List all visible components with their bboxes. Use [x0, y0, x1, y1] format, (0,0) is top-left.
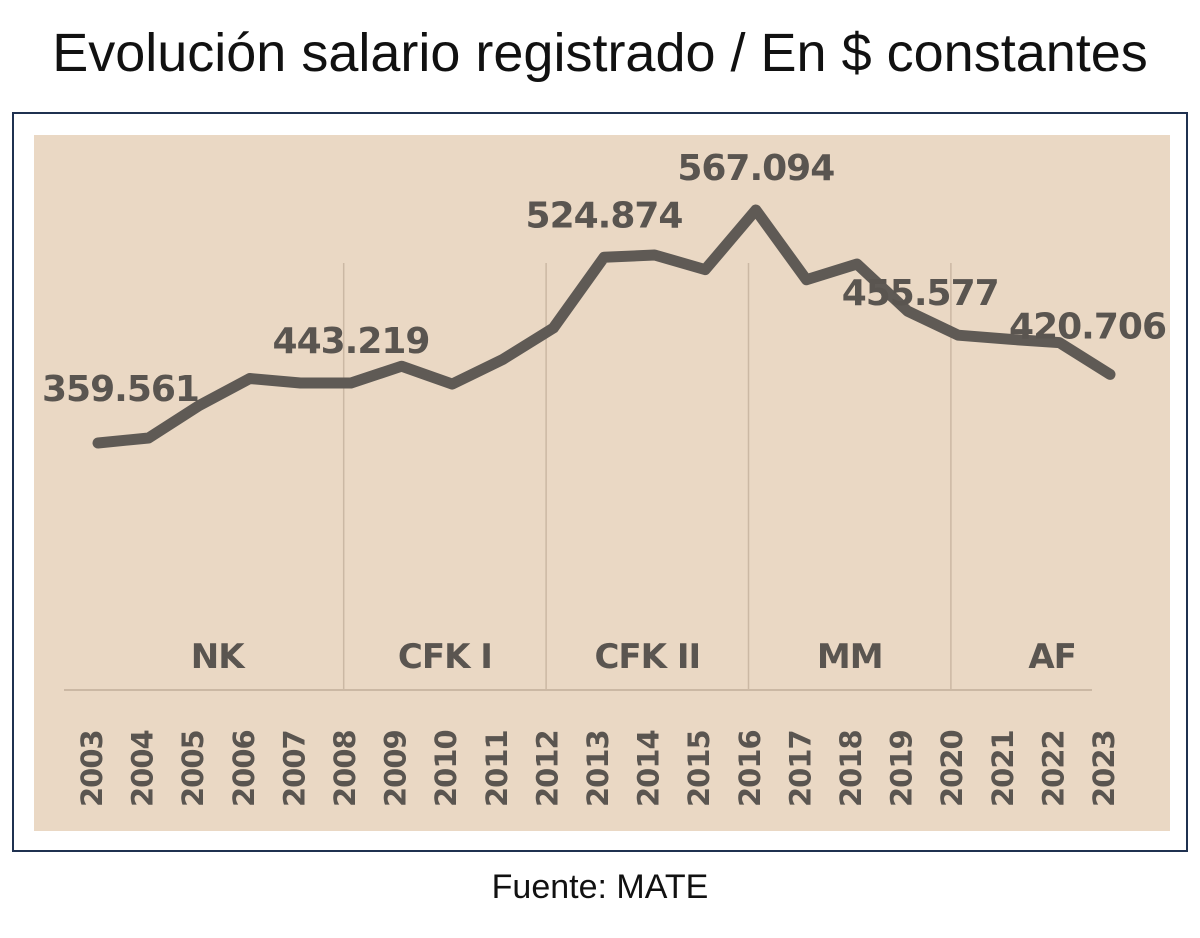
data-label: 455.577	[842, 273, 999, 314]
x-tick-label: 2023	[1087, 730, 1121, 807]
x-tick-label: 2007	[277, 730, 311, 807]
line-chart: NK CFK I CFK II MM AF 359.561 443.219 524.874 5…	[34, 135, 1170, 831]
x-tick-label: 2009	[379, 730, 413, 807]
x-tick-label: 2005	[176, 730, 210, 807]
source-note: Fuente: MATE	[491, 868, 709, 906]
x-tick-label: 2008	[328, 730, 362, 807]
x-tick-label: 2021	[986, 730, 1020, 807]
data-label: 359.561	[42, 369, 199, 410]
x-tick-label: 2020	[935, 730, 969, 807]
chart-title: Evolución salario registrado / En $ cons…	[52, 23, 1148, 83]
x-tick-label: 2014	[632, 730, 666, 807]
period-label: MM	[817, 637, 883, 677]
series-line	[92, 204, 1116, 449]
x-tick-label: 2019	[885, 730, 919, 807]
x-tick-label: 2011	[480, 730, 514, 807]
x-tick-label: 2022	[1036, 730, 1070, 807]
data-label: 443.219	[273, 321, 430, 362]
data-label: 567.094	[677, 148, 834, 189]
data-label: 420.706	[1009, 306, 1166, 347]
x-tick-label: 2017	[783, 730, 817, 807]
x-tick-label: 2003	[75, 730, 109, 807]
x-tick-label: 2018	[834, 730, 868, 807]
period-label: CFK II	[594, 637, 700, 677]
plot-background	[34, 135, 1170, 831]
period-label: AF	[1028, 637, 1076, 677]
x-tick-label: 2012	[530, 730, 564, 807]
x-tick-label: 2013	[581, 730, 615, 807]
data-label: 524.874	[526, 195, 683, 236]
x-tick-label: 2010	[429, 730, 463, 807]
x-tick-label: 2015	[682, 730, 716, 807]
period-label: CFK I	[398, 637, 492, 677]
x-tick-label: 2006	[227, 730, 261, 807]
period-label: NK	[191, 637, 246, 677]
x-tick-label: 2004	[126, 730, 160, 807]
x-tick-label: 2016	[733, 730, 767, 807]
